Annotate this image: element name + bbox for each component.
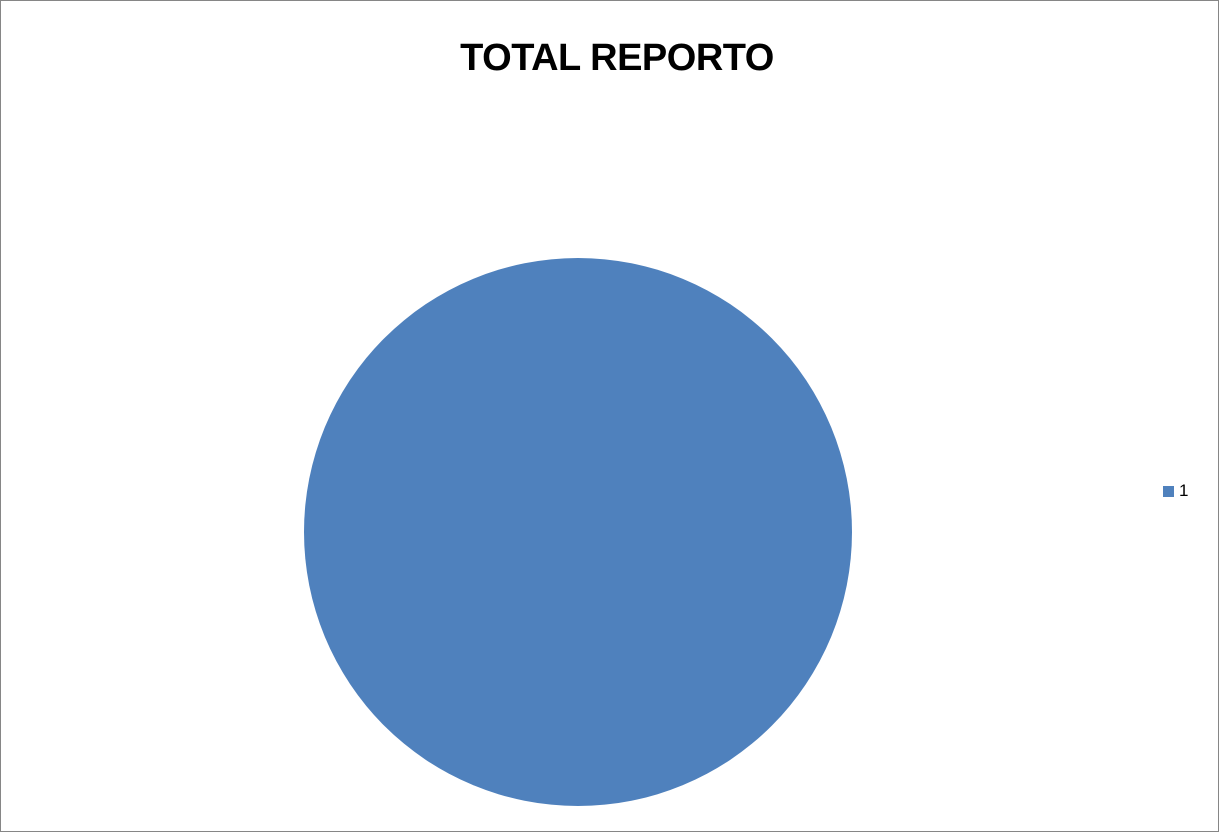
legend: 1 — [1163, 481, 1188, 501]
chart-title: TOTAL REPORTO — [460, 37, 774, 79]
legend-label-1: 1 — [1179, 481, 1189, 500]
pie-slices — [304, 258, 852, 806]
pie-slice-1 — [304, 258, 852, 806]
legend-swatch-1 — [1163, 485, 1174, 497]
